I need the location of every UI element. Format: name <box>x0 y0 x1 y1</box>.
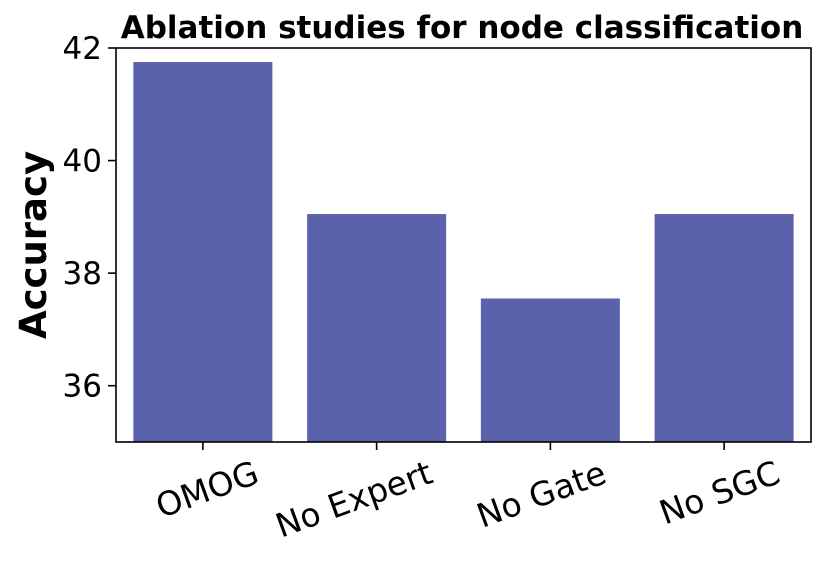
x-axis-ticks: OMOG No Expert No Gate No SGC <box>151 442 785 545</box>
x-tick-label: No Expert <box>270 453 437 546</box>
bar-no-expert <box>307 214 447 442</box>
x-tick-label: No SGC <box>654 453 785 532</box>
chart-title: Ablation studies for node classification <box>121 10 804 46</box>
y-tick-label: 42 <box>63 31 102 67</box>
bar-omog <box>133 62 273 442</box>
bar-no-sgc <box>654 214 794 442</box>
y-tick-label: 36 <box>63 369 102 405</box>
y-tick-label: 40 <box>63 144 102 180</box>
x-tick-label: No Gate <box>471 453 611 536</box>
y-axis-ticks: 36 38 40 42 <box>63 31 116 405</box>
x-tick-label: OMOG <box>151 453 264 526</box>
y-tick-label: 38 <box>63 256 102 292</box>
bars-group <box>133 62 794 442</box>
plot-frame <box>115 47 812 443</box>
y-axis-label: Accuracy <box>12 151 55 339</box>
bar-no-gate <box>480 298 620 442</box>
